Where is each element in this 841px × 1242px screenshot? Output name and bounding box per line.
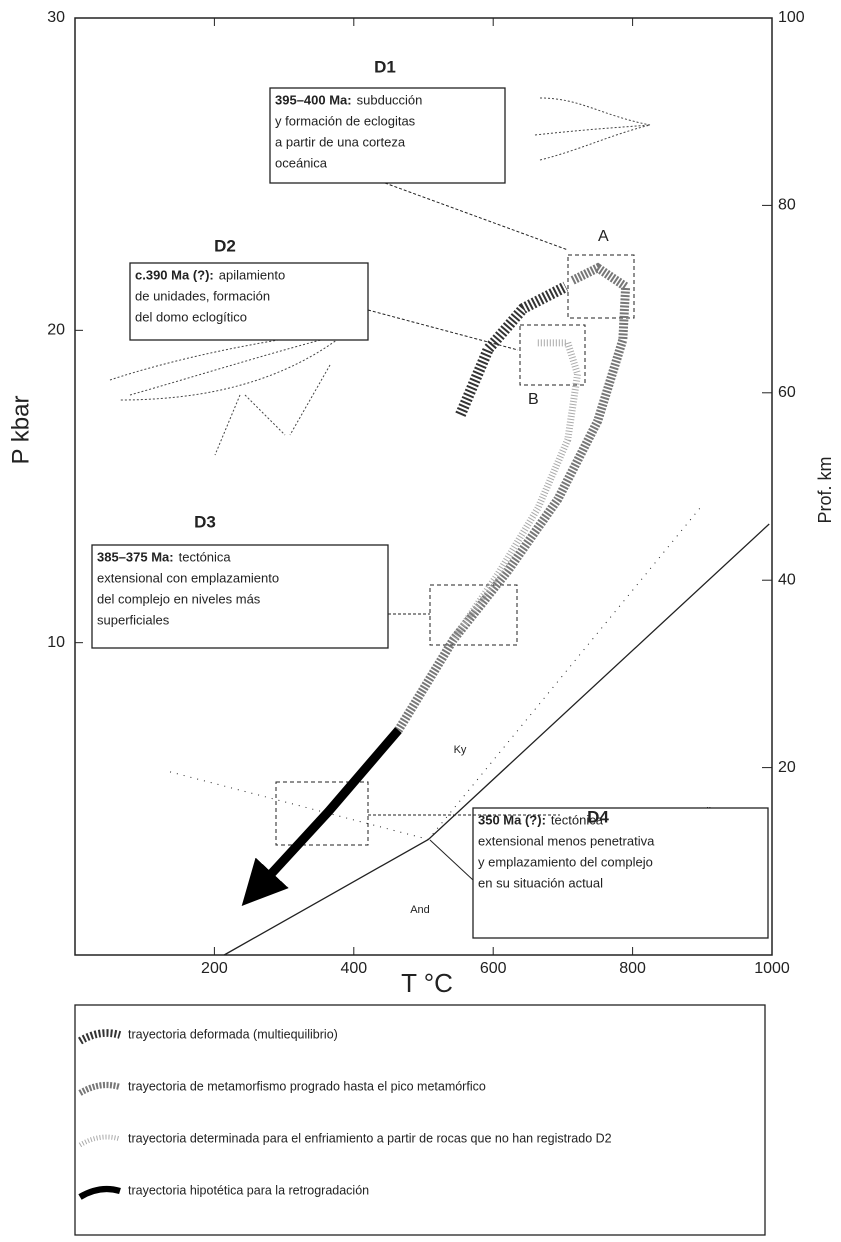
field-label: Ky xyxy=(454,744,467,756)
y2-tick-label: 80 xyxy=(778,197,796,214)
annotation-text: de unidades, formación xyxy=(135,288,270,303)
reaction-line xyxy=(428,505,702,839)
annotation-text: a partir de una corteza xyxy=(275,134,406,149)
legend-label: trayectoria determinada para el enfriami… xyxy=(128,1131,612,1145)
annotation-label: D2 xyxy=(214,236,236,255)
y2-tick-label: 60 xyxy=(778,384,796,401)
y-tick-label: 10 xyxy=(47,634,65,651)
y2-tick-label: 40 xyxy=(778,571,796,588)
sketch xyxy=(110,330,350,455)
field-label: And xyxy=(410,904,430,916)
legend-label: trayectoria hipotética para la retrograd… xyxy=(128,1183,369,1197)
annotation-text: tectónica xyxy=(179,549,232,564)
annotation-text: apilamiento xyxy=(219,267,286,282)
point-label: B xyxy=(528,391,539,408)
legend-label: trayectoria deformada (multiequilibrio) xyxy=(128,1027,338,1041)
annotation-text: en su situación actual xyxy=(478,875,603,890)
x-tick-label: 400 xyxy=(340,960,367,977)
annotation-text: y formación de eclogitas xyxy=(275,113,416,128)
annotation-label: D3 xyxy=(194,512,216,531)
y2-axis-title: Prof. km xyxy=(815,456,835,523)
trajectory xyxy=(460,287,565,415)
leader xyxy=(368,310,518,350)
x-axis-title: T °C xyxy=(401,968,453,998)
annotation-box xyxy=(473,808,768,938)
annotation-date: 395–400 Ma: xyxy=(275,92,352,107)
annotation-date: 385–375 Ma: xyxy=(97,549,174,564)
reaction-line xyxy=(166,771,429,840)
x-tick-label: 600 xyxy=(480,960,507,977)
point-label: A xyxy=(598,228,609,245)
leader xyxy=(385,183,568,250)
y2-tick-label: 100 xyxy=(778,9,805,26)
annotation-text: extensional menos penetrativa xyxy=(478,833,655,848)
x-tick-label: 200 xyxy=(201,960,228,977)
annotation-text: subducción xyxy=(357,92,423,107)
annotation-text: y emplazamiento del complejo xyxy=(478,854,653,869)
legend-label: trayectoria de metamorfismo progrado has… xyxy=(128,1079,486,1093)
annotation-text: superficiales xyxy=(97,612,170,627)
trajectory xyxy=(398,268,625,730)
y2-tick-label: 20 xyxy=(778,759,796,776)
annotation-date: c.390 Ma (?): xyxy=(135,267,214,282)
annotation-text: del complejo en niveles más xyxy=(97,591,261,606)
y-tick-label: 20 xyxy=(47,322,65,339)
leader xyxy=(430,840,473,880)
annotation-label: D1 xyxy=(374,57,396,76)
x-tick-label: 800 xyxy=(619,960,646,977)
y-axis-title: P kbar xyxy=(7,396,34,465)
annotation-text: oceánica xyxy=(275,155,328,170)
x-tick-label: 1000 xyxy=(754,960,790,977)
sketch xyxy=(535,98,650,160)
y-tick-label: 30 xyxy=(47,9,65,26)
chart: T °C P kbar Prof. km 200 400 600 800 1000 10 2… xyxy=(0,0,841,1242)
annotation-text: extensional con emplazamiento xyxy=(97,570,279,585)
region-box xyxy=(520,325,585,385)
trajectory xyxy=(257,730,398,889)
annotation-text: del domo eclogítico xyxy=(135,309,247,324)
